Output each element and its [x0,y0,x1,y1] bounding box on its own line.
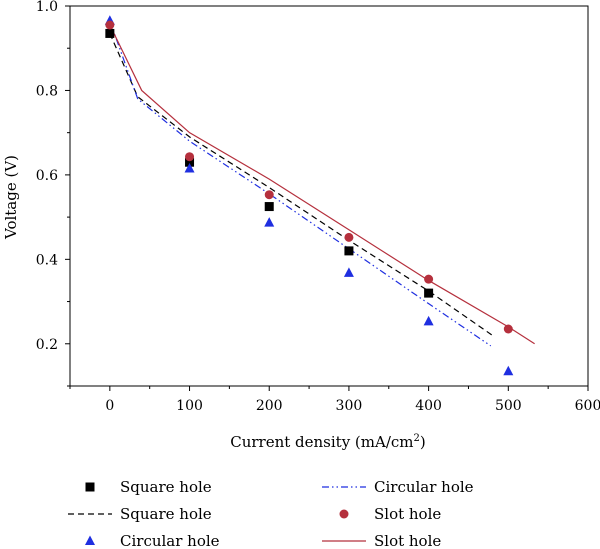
legend-label: Square hole [120,505,212,523]
y-axis-title: Voltage (V) [2,155,20,240]
series-line-circular-hole [109,20,492,347]
data-point [105,28,115,38]
x-tick-label: 200 [256,398,283,414]
data-point [264,190,274,200]
y-axis: 0.2 0.4 0.6 0.8 1.0 [36,0,70,387]
legend-label: Circular hole [374,478,474,496]
legend-marker-swatch [339,509,349,519]
plot-frame [69,5,589,387]
data-point [344,246,354,256]
legend-entry: Slot hole [322,532,441,549]
x-axis: 0 100 200 300 400 500 600 [69,386,600,414]
y-tick-label: 0.8 [36,83,58,99]
data-point [264,202,274,212]
legend-label: Slot hole [374,532,441,549]
data-point [424,288,434,298]
data-point [424,274,434,284]
series-line-path [109,33,493,336]
x-axis-title: Current density (mA/cm2) [230,433,426,451]
x-tick-label: 600 [575,398,600,414]
data-point [185,157,195,167]
data-point [184,163,195,173]
legend-marker-swatch [85,482,95,492]
x-tick-label: 100 [176,398,203,414]
legend-entry: Circular hole [322,478,474,496]
legend-entry: Square hole [68,505,212,523]
data-point [423,315,434,326]
plot-border [69,5,589,387]
legend: Square hole Square hole Circular hole Circu… [68,478,474,549]
data-point [105,20,115,30]
x-tick-label: 0 [105,398,114,414]
legend-label: Square hole [120,478,212,496]
series-line-slot-hole [109,24,535,345]
x-tick-label: 400 [415,398,442,414]
legend-entry: Circular hole [85,532,220,549]
series-line-square-hole [109,33,493,336]
data-point [264,217,275,227]
y-tick-label: 0.2 [36,337,58,353]
series-line-path [109,24,535,345]
series-line-path [109,20,492,347]
y-tick-label: 0.6 [36,168,58,184]
y-tick-label: 0.4 [36,252,58,268]
series-markers-square-hole [105,28,434,298]
y-tick-label: 1.0 [36,0,58,15]
legend-label: Slot hole [374,505,441,523]
data-point [503,365,514,376]
legend-entry: Square hole [85,478,212,496]
legend-marker-swatch [85,535,95,545]
series-markers-slot-hole [105,20,513,334]
legend-entry: Slot hole [339,505,441,523]
legend-label: Circular hole [120,532,220,549]
data-point [185,152,195,162]
series-markers-circular-hole [104,15,514,376]
data-point [344,232,354,242]
data-point [343,267,354,277]
x-tick-label: 500 [495,398,522,414]
series-layer [104,15,535,376]
x-tick-label: 300 [336,398,363,414]
data-point [503,324,513,334]
